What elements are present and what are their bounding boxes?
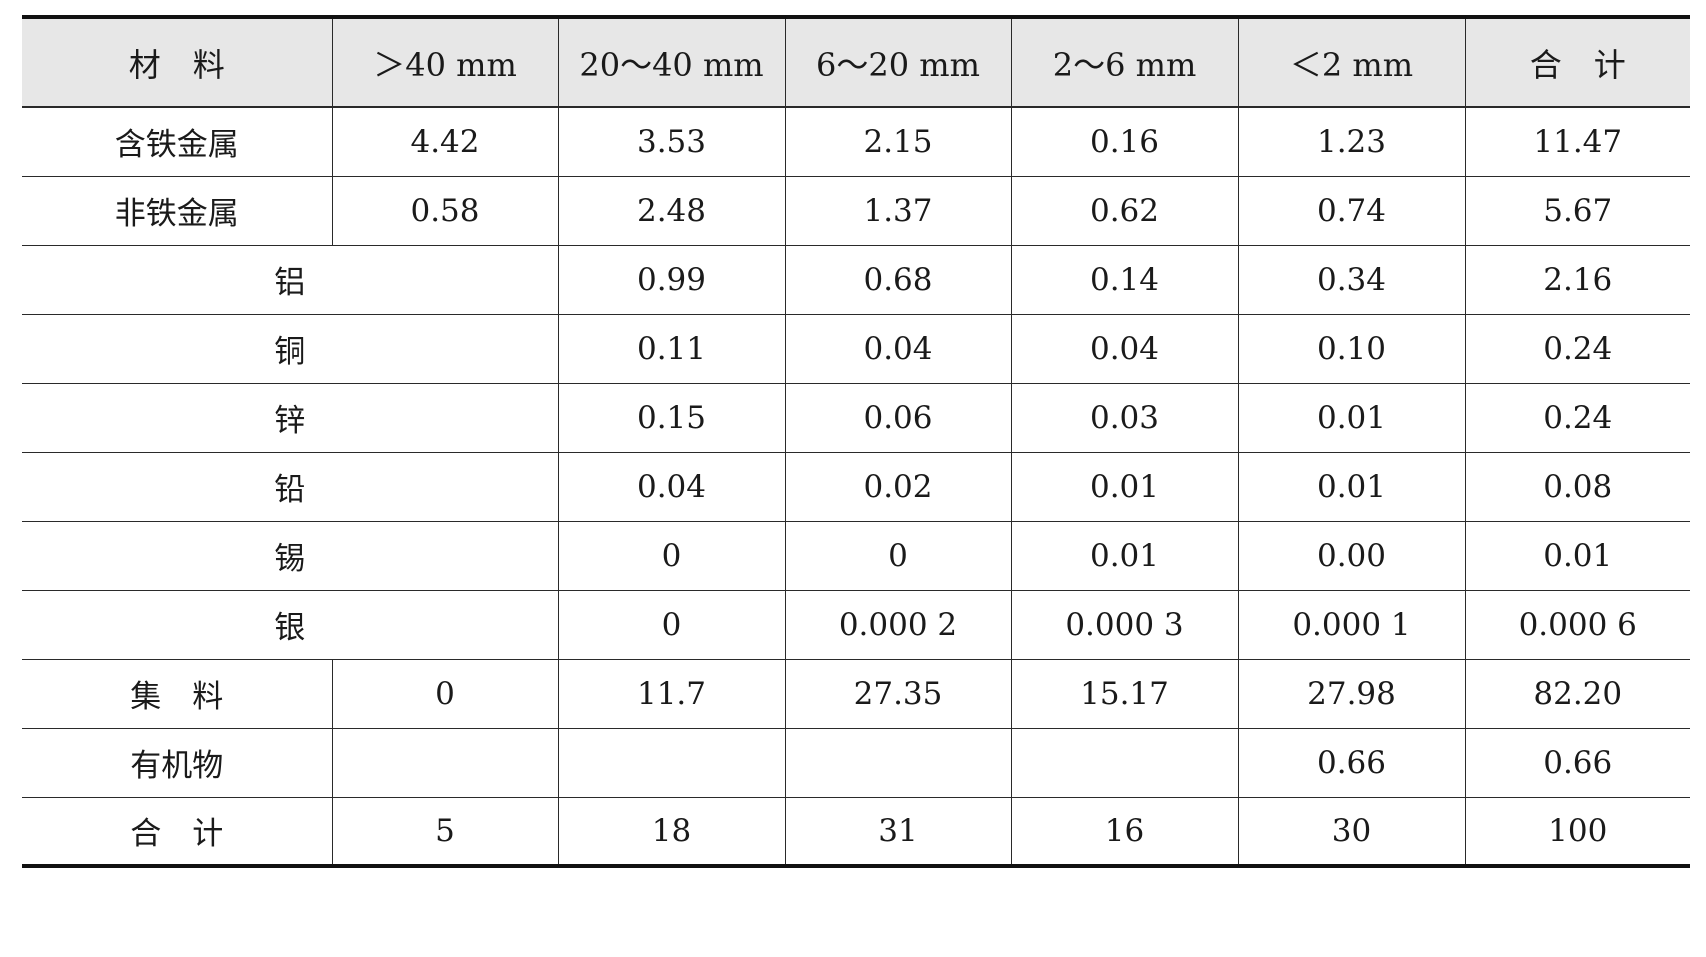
row-label: 非铁金属 (22, 176, 332, 246)
table-row: 银 0 0.000 2 0.000 3 0.000 1 0.000 6 (22, 590, 1690, 660)
table-cell: 1.37 (784, 176, 1011, 246)
table-cell: 31 (784, 797, 1011, 868)
table-row: 非铁金属 0.58 2.48 1.37 0.62 0.74 5.67 (22, 176, 1690, 246)
table-cell: 2.16 (1464, 245, 1690, 315)
table-cell (784, 728, 1011, 798)
table-cell: 0 (557, 521, 785, 591)
header-6-20: 6～20 mm (784, 15, 1011, 108)
table-cell: 0.01 (1237, 383, 1465, 453)
table-cell: 11.47 (1464, 107, 1690, 177)
table-cell: 0.000 1 (1237, 590, 1465, 660)
table-body: 含铁金属 4.42 3.53 2.15 0.16 1.23 11.47 非铁金属… (22, 107, 1690, 868)
table-cell: 0.01 (1237, 452, 1465, 522)
table-cell: 0.04 (1010, 314, 1238, 384)
header-2-6: 2～6 mm (1010, 15, 1238, 108)
header-row: 材 料 ＞40 mm 20～40 mm 6～20 mm 2～6 mm ＜2 mm… (22, 15, 1690, 108)
table-cell: 16 (1010, 797, 1238, 868)
table-cell: 0.14 (1010, 245, 1238, 315)
table-cell: 27.98 (1237, 659, 1465, 729)
row-label: 集 料 (22, 659, 332, 729)
table-cell: 0.04 (557, 452, 785, 522)
table-cell: 30 (1237, 797, 1465, 868)
table-cell: 0.99 (557, 245, 785, 315)
table-cell: 0.01 (1010, 521, 1238, 591)
table-cell: 0.01 (1464, 521, 1690, 591)
table-cell: 0.01 (1010, 452, 1238, 522)
table-row: 锌 0.15 0.06 0.03 0.01 0.24 (22, 383, 1690, 453)
table-cell: 0.24 (1464, 314, 1690, 384)
table-cell: 0 (331, 659, 558, 729)
table-cell: 0.58 (331, 176, 558, 246)
table-cell (331, 728, 558, 798)
table-cell: 5.67 (1464, 176, 1690, 246)
table-row: 铜 0.11 0.04 0.04 0.10 0.24 (22, 314, 1690, 384)
header-material: 材 料 (22, 15, 332, 108)
row-label: 合 计 (22, 797, 332, 868)
row-label: 锡 (22, 521, 558, 591)
header-total: 合 计 (1464, 15, 1690, 108)
table-cell: 0.74 (1237, 176, 1465, 246)
table-row: 锡 0 0 0.01 0.00 0.01 (22, 521, 1690, 591)
table-cell: 0.34 (1237, 245, 1465, 315)
table-cell: 0.66 (1237, 728, 1465, 798)
table-cell: 0.68 (784, 245, 1011, 315)
table-cell: 18 (557, 797, 785, 868)
table-cell: 0.08 (1464, 452, 1690, 522)
row-label: 铝 (22, 245, 558, 315)
table-cell: 0.62 (1010, 176, 1238, 246)
table-cell (1010, 728, 1238, 798)
table-cell: 0 (557, 590, 785, 660)
table-row: 集 料 0 11.7 27.35 15.17 27.98 82.20 (22, 659, 1690, 729)
table-row: 有机物 0.66 0.66 (22, 728, 1690, 798)
table-cell: 1.23 (1237, 107, 1465, 177)
row-label: 锌 (22, 383, 558, 453)
table-cell: 27.35 (784, 659, 1011, 729)
table-cell: 0.000 6 (1464, 590, 1690, 660)
table-cell: 0.66 (1464, 728, 1690, 798)
table-cell (557, 728, 785, 798)
table-cell: 0.06 (784, 383, 1011, 453)
table-cell: 4.42 (331, 107, 558, 177)
table-cell: 82.20 (1464, 659, 1690, 729)
table-cell: 3.53 (557, 107, 785, 177)
header-20-40: 20～40 mm (557, 15, 785, 108)
table-cell: 11.7 (557, 659, 785, 729)
table-cell: 2.48 (557, 176, 785, 246)
table-row: 铅 0.04 0.02 0.01 0.01 0.08 (22, 452, 1690, 522)
table-cell: 0.11 (557, 314, 785, 384)
table-cell: 15.17 (1010, 659, 1238, 729)
header-gt40: ＞40 mm (331, 15, 558, 108)
table-cell: 0 (784, 521, 1011, 591)
table-cell: 0.16 (1010, 107, 1238, 177)
table-cell: 0.00 (1237, 521, 1465, 591)
row-label: 铜 (22, 314, 558, 384)
row-label: 有机物 (22, 728, 332, 798)
table-cell: 0.24 (1464, 383, 1690, 453)
table-cell: 0.04 (784, 314, 1011, 384)
table-row: 含铁金属 4.42 3.53 2.15 0.16 1.23 11.47 (22, 107, 1690, 177)
table-cell: 0.10 (1237, 314, 1465, 384)
table-cell: 0.03 (1010, 383, 1238, 453)
table-cell: 0.000 2 (784, 590, 1011, 660)
row-label: 银 (22, 590, 558, 660)
data-table-container: 材 料 ＞40 mm 20～40 mm 6～20 mm 2～6 mm ＜2 mm… (22, 15, 1690, 868)
header-lt2: ＜2 mm (1237, 15, 1465, 108)
row-label: 含铁金属 (22, 107, 332, 177)
table-row: 铝 0.99 0.68 0.14 0.34 2.16 (22, 245, 1690, 315)
composition-table: 材 料 ＞40 mm 20～40 mm 6～20 mm 2～6 mm ＜2 mm… (22, 15, 1690, 868)
table-cell: 2.15 (784, 107, 1011, 177)
table-cell: 0.000 3 (1010, 590, 1238, 660)
table-cell: 5 (331, 797, 558, 868)
table-row-total: 合 计 5 18 31 16 30 100 (22, 797, 1690, 868)
table-cell: 100 (1464, 797, 1690, 868)
table-header: 材 料 ＞40 mm 20～40 mm 6～20 mm 2～6 mm ＜2 mm… (22, 15, 1690, 108)
table-cell: 0.02 (784, 452, 1011, 522)
row-label: 铅 (22, 452, 558, 522)
table-cell: 0.15 (557, 383, 785, 453)
